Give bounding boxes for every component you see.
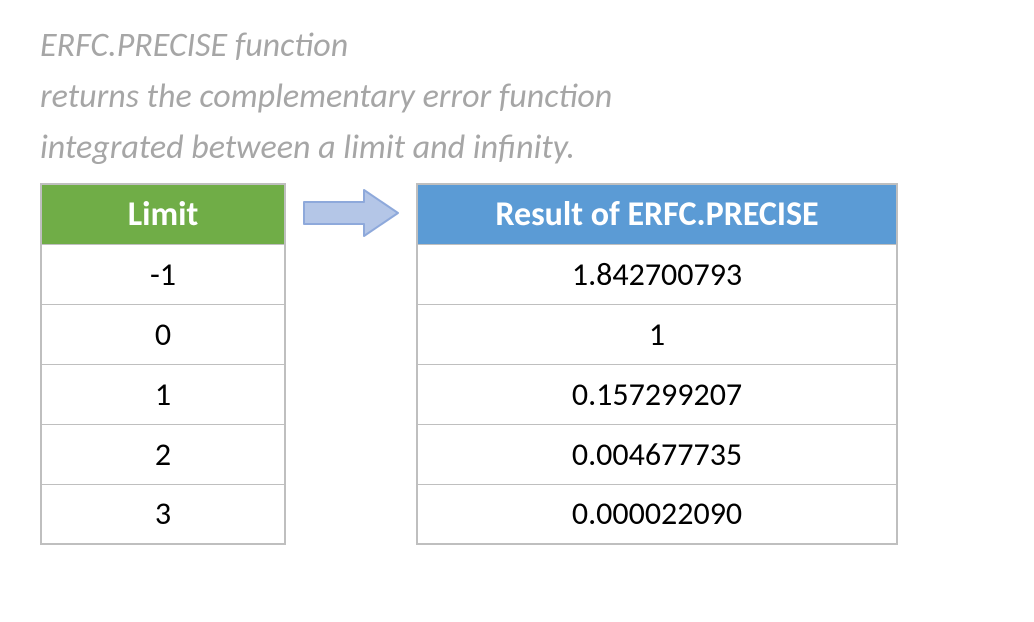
table-row: 0.157299207	[417, 364, 897, 424]
description-line-2: returns the complementary error function	[40, 71, 994, 122]
limit-cell: 3	[41, 484, 285, 544]
limit-cell: 2	[41, 424, 285, 484]
description-line-3: integrated between a limit and infinity.	[40, 122, 994, 173]
limit-table: Limit -1 0 1 2 3	[40, 183, 286, 545]
table-row: 2	[41, 424, 285, 484]
result-cell: 0.157299207	[417, 364, 897, 424]
limit-cell: 1	[41, 364, 285, 424]
description-line-1: ERFC.PRECISE function	[40, 20, 994, 71]
limit-table-body: -1 0 1 2 3	[41, 244, 285, 544]
result-cell: 1	[417, 304, 897, 364]
table-row: 0.004677735	[417, 424, 897, 484]
limit-table-header: Limit	[41, 184, 285, 244]
table-row: 0	[41, 304, 285, 364]
result-table-body: 1.842700793 1 0.157299207 0.004677735 0.…	[417, 244, 897, 544]
table-row: -1	[41, 244, 285, 304]
result-table-header: Result of ERFC.PRECISE	[417, 184, 897, 244]
table-row: 1	[41, 364, 285, 424]
result-table: Result of ERFC.PRECISE 1.842700793 1 0.1…	[416, 183, 898, 545]
arrow-right-icon	[296, 186, 406, 240]
table-row: 1	[417, 304, 897, 364]
table-row: 3	[41, 484, 285, 544]
result-cell: 0.000022090	[417, 484, 897, 544]
result-cell: 1.842700793	[417, 244, 897, 304]
table-row: 1.842700793	[417, 244, 897, 304]
limit-cell: 0	[41, 304, 285, 364]
limit-cell: -1	[41, 244, 285, 304]
page-container: ERFC.PRECISE function returns the comple…	[0, 0, 1034, 565]
result-cell: 0.004677735	[417, 424, 897, 484]
tables-row: Limit -1 0 1 2 3 Result of ERFC.PRECISE	[40, 183, 994, 545]
table-row: 0.000022090	[417, 484, 897, 544]
description-text: ERFC.PRECISE function returns the comple…	[40, 20, 994, 173]
arrow-wrap	[286, 183, 416, 243]
